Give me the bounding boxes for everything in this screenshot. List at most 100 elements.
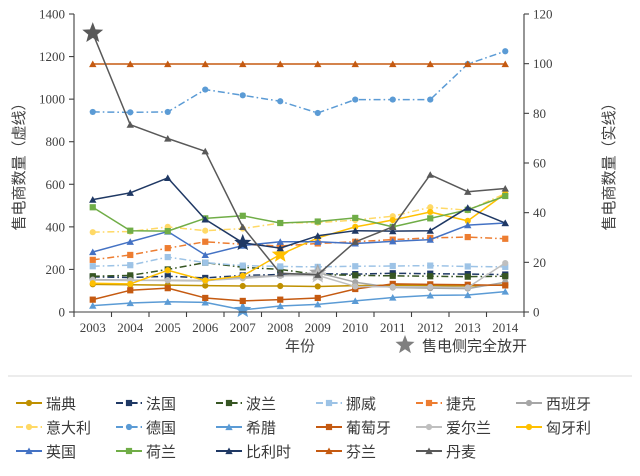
legend-item-希腊[interactable]: 希腊 (216, 419, 276, 437)
data-point-marker (427, 208, 434, 216)
data-point-marker (127, 280, 134, 288)
data-point-marker (389, 223, 397, 230)
data-point-marker (464, 221, 472, 229)
ytick-label-left: 1000 (39, 92, 65, 107)
data-point-marker (389, 96, 396, 103)
legend-item-英国[interactable]: 英国 (16, 443, 76, 461)
legend-label-匈牙利: 匈牙利 (546, 419, 591, 437)
series-希腊 (89, 288, 509, 318)
data-point-marker (89, 280, 96, 287)
data-point-marker (202, 294, 209, 302)
legend-item-意大利[interactable]: 意大利 (16, 419, 91, 437)
data-point-marker (351, 227, 359, 234)
data-point-marker (164, 245, 171, 252)
data-point-marker (239, 272, 246, 279)
data-point-marker (201, 298, 209, 306)
legend-item-荷兰[interactable]: 荷兰 (116, 443, 176, 461)
ytick-label-right: 0 (533, 305, 540, 320)
ytick-label-left: 200 (46, 262, 66, 277)
legend-item-瑞典[interactable]: 瑞典 (16, 395, 76, 413)
data-point-marker (127, 227, 134, 234)
data-point-marker (501, 60, 509, 68)
data-point-marker (502, 282, 509, 289)
series-line-希腊 (92, 290, 506, 311)
data-point-marker (314, 218, 321, 225)
data-point-marker (351, 297, 359, 305)
data-point-marker (352, 263, 359, 270)
data-point-marker (464, 60, 472, 68)
data-point-marker (164, 298, 172, 305)
data-point-marker (276, 60, 284, 68)
data-point-marker (426, 236, 434, 243)
y-axis-title-left: 售电商数量（虚线） (10, 95, 28, 230)
legend-item-德国[interactable]: 德国 (116, 419, 176, 437)
data-point-marker (89, 108, 96, 116)
data-point-marker (525, 399, 533, 407)
legend-item-法国[interactable]: 法国 (116, 395, 176, 413)
data-point-marker (502, 192, 509, 200)
annotation-star-icon (395, 335, 415, 354)
data-point-marker (352, 279, 359, 286)
data-point-marker (427, 215, 434, 222)
data-point-marker (239, 223, 247, 230)
data-point-marker (276, 244, 284, 252)
series-line-荷兰 (92, 195, 506, 232)
legend-item-芬兰[interactable]: 芬兰 (316, 443, 376, 461)
data-point-marker (425, 399, 433, 407)
data-point-marker (352, 283, 359, 290)
data-point-marker (277, 98, 284, 105)
legend-item-匈牙利[interactable]: 匈牙利 (516, 419, 591, 437)
series-德国 (89, 48, 509, 117)
series-line-波兰 (92, 261, 506, 278)
liberalization-star-希腊 (234, 300, 252, 318)
ytick-label-left: 0 (59, 305, 66, 320)
legend-label-挪威: 挪威 (346, 395, 376, 413)
data-point-marker (201, 60, 209, 68)
series-芬兰 (89, 60, 509, 68)
data-point-marker (164, 108, 171, 116)
data-point-marker (126, 189, 134, 196)
legend-label-荷兰: 荷兰 (146, 443, 176, 461)
data-point-marker (502, 48, 509, 55)
ytick-label-left: 400 (46, 219, 66, 234)
legend-item-葡萄牙[interactable]: 葡萄牙 (316, 419, 391, 437)
xtick-label: 2009 (305, 320, 331, 335)
legend-item-爱尔兰[interactable]: 爱尔兰 (416, 419, 491, 437)
data-point-marker (127, 272, 134, 279)
series-line-捷克 (92, 236, 506, 261)
data-point-marker (314, 238, 322, 245)
data-point-marker (426, 227, 434, 234)
series-line-匈牙利 (92, 193, 506, 285)
data-point-marker (276, 238, 284, 245)
data-point-marker (464, 273, 471, 280)
legend-item-比利时[interactable]: 比利时 (216, 443, 291, 461)
data-point-marker (201, 215, 209, 223)
data-point-marker (464, 284, 471, 291)
legend-item-挪威[interactable]: 挪威 (316, 395, 376, 413)
data-point-marker (389, 60, 397, 68)
series-line-爱尔兰 (92, 262, 506, 289)
ytick-label-left: 600 (46, 177, 66, 192)
legend-item-丹麦[interactable]: 丹麦 (416, 443, 476, 461)
data-point-marker (126, 238, 134, 245)
data-point-marker (125, 447, 133, 455)
data-point-marker (351, 238, 359, 245)
xtick-label: 2008 (267, 320, 293, 335)
legend-item-西班牙[interactable]: 西班牙 (516, 395, 591, 413)
data-point-marker (426, 291, 434, 299)
data-point-marker (501, 185, 509, 192)
data-point-marker (225, 399, 233, 407)
legend-item-捷克[interactable]: 捷克 (416, 395, 476, 413)
data-point-marker (425, 423, 433, 431)
series-line-比利时 (92, 177, 506, 249)
legend-item-波兰[interactable]: 波兰 (216, 395, 276, 413)
data-point-marker (325, 447, 333, 455)
data-point-marker (202, 227, 209, 234)
data-point-marker (125, 423, 133, 431)
data-point-marker (164, 253, 171, 261)
data-point-marker (502, 259, 509, 267)
series-丹麦 (82, 22, 509, 278)
data-point-marker (352, 96, 359, 103)
legend-label-西班牙: 西班牙 (546, 395, 591, 413)
